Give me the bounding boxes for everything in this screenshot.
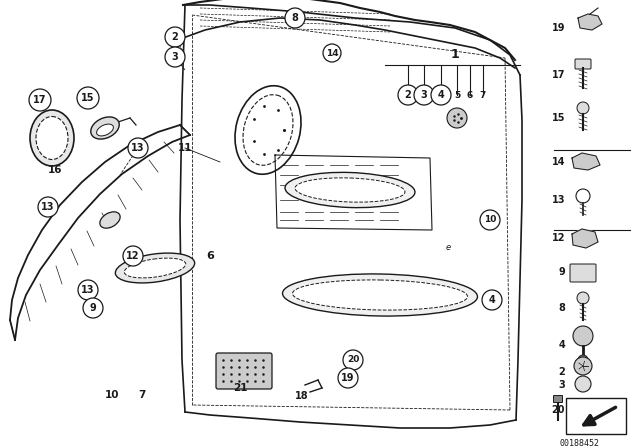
Text: 9: 9 [558,267,565,277]
Polygon shape [578,14,602,30]
Circle shape [577,102,589,114]
Circle shape [574,357,592,375]
FancyBboxPatch shape [554,396,563,402]
Text: 14: 14 [326,48,339,57]
Circle shape [78,280,98,300]
Text: 10: 10 [484,215,496,224]
Text: 2: 2 [172,32,179,42]
Text: 4: 4 [488,295,495,305]
Text: 3: 3 [558,380,565,390]
Text: 15: 15 [81,93,95,103]
Text: 7: 7 [138,390,146,400]
Ellipse shape [91,117,119,139]
Ellipse shape [124,258,186,278]
Text: 12: 12 [126,251,140,261]
Circle shape [29,89,51,111]
Text: 14: 14 [552,157,565,167]
Circle shape [482,290,502,310]
Circle shape [165,47,185,67]
FancyBboxPatch shape [575,59,591,69]
Text: 5: 5 [454,90,460,99]
Text: 11: 11 [178,143,192,153]
Text: 3: 3 [420,90,428,100]
Text: 6: 6 [467,90,473,99]
Ellipse shape [243,95,293,165]
Circle shape [83,298,103,318]
Circle shape [575,376,591,392]
Ellipse shape [292,280,467,310]
Text: 20: 20 [347,356,359,365]
Polygon shape [572,229,598,248]
Text: 13: 13 [41,202,55,212]
Text: 3: 3 [172,52,179,62]
Circle shape [338,368,358,388]
Text: 19: 19 [552,23,565,33]
Ellipse shape [285,172,415,207]
Text: 00188452: 00188452 [560,439,600,448]
Text: e: e [445,244,451,253]
Text: 1: 1 [451,48,460,61]
Text: 2: 2 [404,90,412,100]
Circle shape [285,8,305,28]
Ellipse shape [97,124,113,136]
Ellipse shape [30,110,74,166]
Circle shape [123,246,143,266]
Text: 10: 10 [105,390,119,400]
Text: 15: 15 [552,113,565,123]
Circle shape [414,85,434,105]
Text: 16: 16 [48,165,62,175]
Text: 13: 13 [552,195,565,205]
Circle shape [165,27,185,47]
Text: 4: 4 [438,90,444,100]
Circle shape [576,189,590,203]
Text: 18: 18 [295,391,309,401]
FancyBboxPatch shape [566,398,626,434]
Text: 17: 17 [33,95,47,105]
Polygon shape [572,153,600,170]
FancyBboxPatch shape [216,353,272,389]
Circle shape [128,138,148,158]
Ellipse shape [295,178,405,202]
Circle shape [577,292,589,304]
Text: 19: 19 [341,373,355,383]
Ellipse shape [100,212,120,228]
Circle shape [398,85,418,105]
Circle shape [77,87,99,109]
Text: 9: 9 [90,303,97,313]
Circle shape [38,197,58,217]
Text: 13: 13 [81,285,95,295]
Circle shape [431,85,451,105]
FancyBboxPatch shape [570,264,596,282]
Circle shape [343,350,363,370]
Text: 4: 4 [558,340,565,350]
Ellipse shape [36,116,68,159]
Text: 2: 2 [558,367,565,377]
Text: 13: 13 [131,143,145,153]
Text: 20: 20 [552,405,565,415]
Ellipse shape [282,274,477,316]
Ellipse shape [115,253,195,283]
Ellipse shape [235,86,301,174]
Circle shape [573,326,593,346]
Text: 17: 17 [552,70,565,80]
Circle shape [480,210,500,230]
Text: 7: 7 [480,90,486,99]
Text: 6: 6 [206,251,214,261]
Ellipse shape [341,369,355,381]
Text: 21: 21 [233,383,247,393]
Circle shape [447,108,467,128]
Circle shape [323,44,341,62]
Text: 12: 12 [552,233,565,243]
Circle shape [578,355,588,365]
Text: 8: 8 [292,13,298,23]
Text: 8: 8 [558,303,565,313]
